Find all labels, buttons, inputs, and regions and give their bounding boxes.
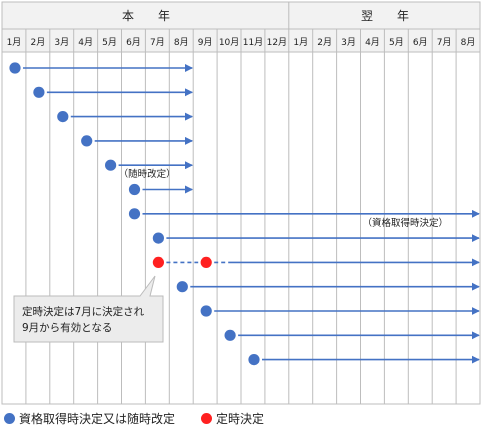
month-label: 2月	[30, 37, 45, 48]
month-label: 8月	[461, 37, 476, 48]
month-label: 12月	[267, 37, 287, 48]
month-label: 2月	[317, 37, 332, 48]
legend: 資格取得時決定又は随時改定 定時決定	[4, 410, 290, 426]
start-dot	[9, 62, 21, 74]
month-label: 10月	[219, 37, 239, 48]
start-dot	[200, 305, 212, 317]
start-dot	[152, 232, 164, 244]
month-label: 4月	[78, 37, 93, 48]
month-label: 11月	[243, 37, 263, 48]
legend-red-label: 定時決定	[216, 411, 265, 426]
start-dot	[128, 208, 141, 220]
start-dot	[81, 135, 93, 147]
month-label: 5月	[389, 37, 404, 48]
teiji-callout: 定時決定は7月に決定され 9月から有効となる	[13, 275, 164, 343]
timeline-rows: （随時改定） （資格取得時決定）	[9, 62, 480, 366]
start-dot	[176, 281, 188, 293]
timeline-row	[81, 135, 193, 147]
legend-blue-label: 資格取得時決定又は随時改定	[19, 411, 176, 426]
legend-item-red: 定時決定	[201, 410, 264, 427]
month-label: 7月	[437, 37, 452, 48]
start-dot	[128, 183, 141, 196]
this-year-header: 本 年	[122, 9, 170, 23]
month-label: 1月	[293, 37, 308, 48]
month-label: 9月	[198, 37, 213, 48]
start-dot	[33, 86, 45, 98]
timeline-row	[128, 183, 193, 196]
month-label: 7月	[150, 37, 165, 48]
start-dot	[105, 159, 117, 171]
next-year-header: 翌 年	[361, 9, 409, 23]
callout-line-2: 9月から有効となる	[22, 321, 112, 334]
timeline-row	[200, 305, 480, 317]
month-label: 3月	[341, 37, 356, 48]
timeline-row	[224, 329, 480, 341]
timeline-row	[9, 62, 193, 74]
red-dot-icon	[201, 412, 213, 424]
start-dot	[224, 329, 236, 341]
month-label: 5月	[102, 37, 117, 48]
timeline-row	[152, 232, 480, 244]
timeline-row	[176, 281, 480, 293]
month-label: 6月	[126, 37, 141, 48]
callout-line-1: 定時決定は7月に決定され	[22, 305, 145, 318]
timeline-row	[152, 256, 480, 268]
month-label: 3月	[54, 37, 69, 48]
timeline-row: （資格取得時決定）	[128, 208, 480, 229]
month-label: 1月	[7, 37, 22, 48]
teiji-effective-dot	[200, 256, 212, 268]
timeline-row	[57, 111, 193, 123]
month-label: 8月	[174, 37, 189, 48]
start-dot	[248, 354, 260, 366]
timeline-row	[33, 86, 193, 98]
timeline-row	[248, 354, 480, 366]
start-dot	[57, 111, 69, 123]
row-label: （随時改定）	[119, 168, 176, 180]
row-label: （資格取得時決定）	[362, 217, 448, 229]
month-label: 6月	[413, 37, 428, 48]
month-label: 4月	[365, 37, 380, 48]
teiji-decision-dot	[152, 256, 164, 268]
legend-item-blue: 資格取得時決定又は随時改定	[4, 410, 175, 427]
month-labels: 1月 2月 3月 4月 5月 6月 7月 8月 9月 10月 11月 12月 1月 2月 3月 4月 5月 6月 7…	[7, 37, 476, 48]
blue-dot-icon	[4, 412, 15, 424]
timeline-row: （随時改定）	[105, 159, 193, 180]
